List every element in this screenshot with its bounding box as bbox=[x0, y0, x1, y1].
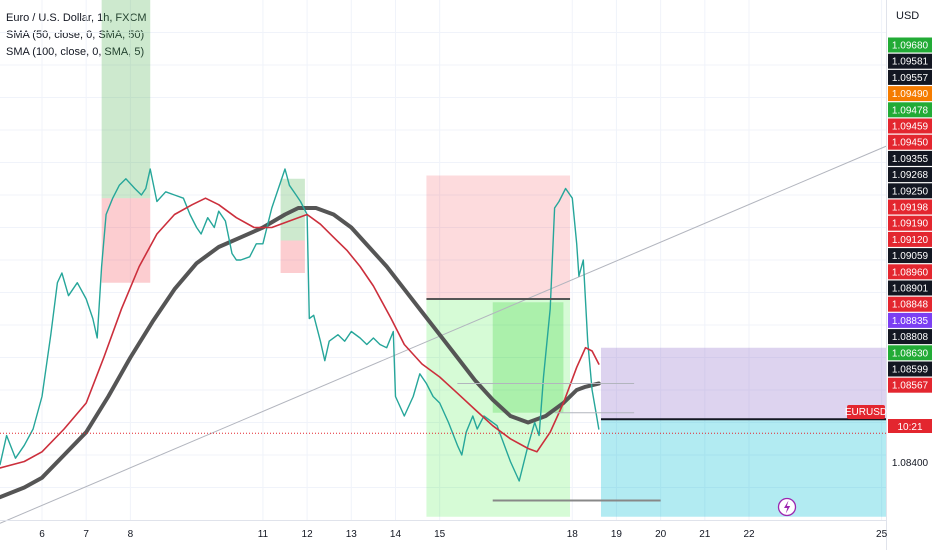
legend-sma-100[interactable]: SMA (100, close, 0, SMA, 5) bbox=[6, 46, 145, 58]
x-tick-label: 8 bbox=[128, 529, 134, 540]
price-badge bbox=[888, 150, 932, 166]
price-badge-label: 1.09581 bbox=[892, 57, 929, 68]
zone-loss-3 bbox=[426, 175, 571, 299]
price-badge-label: 1.09478 bbox=[892, 105, 929, 116]
x-tick-label: 14 bbox=[390, 529, 402, 540]
trendline bbox=[0, 145, 887, 524]
x-tick-label: 11 bbox=[258, 529, 269, 540]
price-badge-label: 1.09450 bbox=[892, 138, 929, 149]
x-tick-label: 6 bbox=[39, 529, 45, 540]
x-tick-label: 19 bbox=[611, 529, 623, 540]
price-badge-label: 1.08848 bbox=[892, 300, 929, 311]
time-axis: 6 7 8 11 12 13 14 15 18 19 20 21 22 25 bbox=[39, 529, 887, 540]
zone-profit-3 bbox=[426, 299, 571, 517]
price-badge bbox=[888, 199, 932, 215]
price-badge bbox=[888, 53, 932, 69]
price-badge-label: 1.08960 bbox=[892, 267, 929, 278]
price-badge-label: 1.08808 bbox=[892, 332, 929, 343]
symbol-tag-label: EURUSD bbox=[845, 407, 887, 418]
price-badge-label: 1.09680 bbox=[892, 41, 929, 52]
price-badge bbox=[888, 377, 932, 393]
price-badge bbox=[888, 183, 932, 199]
price-badge bbox=[888, 134, 932, 150]
zone-reward-5 bbox=[600, 419, 886, 517]
lightning-icon bbox=[784, 500, 791, 514]
currency-label[interactable]: USD bbox=[896, 10, 920, 22]
trendline-layer bbox=[0, 145, 887, 524]
price-badge bbox=[888, 102, 932, 118]
price-badge bbox=[888, 329, 932, 345]
zone-loss-1 bbox=[101, 198, 151, 283]
price-badge-label: 1.08567 bbox=[892, 381, 929, 392]
price-badge bbox=[888, 37, 932, 53]
x-tick-label: 21 bbox=[699, 529, 711, 540]
price-badge-label: 1.09120 bbox=[892, 235, 929, 246]
price-badge bbox=[888, 280, 932, 296]
price-badge bbox=[888, 118, 932, 134]
zone-loss-2 bbox=[280, 240, 305, 273]
price-badge bbox=[888, 264, 932, 280]
price-badge bbox=[888, 215, 932, 231]
x-tick-label: 20 bbox=[655, 529, 667, 540]
price-badge-label: 1.09459 bbox=[892, 122, 929, 133]
x-tick-label: 7 bbox=[83, 529, 89, 540]
symbol-tag bbox=[847, 405, 885, 419]
price-badge bbox=[888, 167, 932, 183]
sma-100-line bbox=[0, 206, 601, 500]
price-badge bbox=[888, 86, 932, 102]
price-badge-label: 1.09190 bbox=[892, 219, 929, 230]
alert-marker[interactable] bbox=[777, 497, 797, 517]
x-tick-label: 22 bbox=[743, 529, 755, 540]
position-zones bbox=[101, 0, 886, 517]
x-tick-label: 25 bbox=[876, 529, 888, 540]
x-tick-label: 18 bbox=[567, 529, 579, 540]
price-badge-label: 1.08630 bbox=[892, 348, 929, 359]
price-line bbox=[0, 168, 600, 482]
price-badge bbox=[888, 312, 932, 328]
price-badge-label: 1.09268 bbox=[892, 170, 929, 181]
zone-profit-4 bbox=[492, 302, 564, 413]
price-badge bbox=[888, 345, 932, 361]
price-badge bbox=[888, 361, 932, 377]
zone-profit-1 bbox=[101, 0, 151, 199]
price-badge bbox=[888, 231, 932, 247]
x-tick-label: 12 bbox=[302, 529, 314, 540]
countdown-label: 10:21 bbox=[897, 422, 922, 433]
price-badge bbox=[888, 248, 932, 264]
x-tick-label: 15 bbox=[434, 529, 446, 540]
countdown-badge bbox=[888, 419, 932, 433]
price-badge-label: 1.08901 bbox=[892, 284, 929, 295]
y-tick-label: 1.08400 bbox=[892, 458, 929, 469]
sma-50-line bbox=[0, 197, 600, 469]
price-badge-label: 1.08599 bbox=[892, 365, 929, 376]
price-axis: 1.09680 1.09581 1.09557 1.09490 1.09478 1.094… bbox=[845, 37, 932, 469]
price-badge-label: 1.09198 bbox=[892, 203, 929, 214]
price-badge bbox=[888, 69, 932, 85]
zone-risk-5 bbox=[600, 347, 886, 420]
x-tick-label: 13 bbox=[346, 529, 358, 540]
price-badge-label: 1.09250 bbox=[892, 186, 929, 197]
series-layer bbox=[0, 168, 601, 500]
price-badge bbox=[888, 296, 932, 312]
price-badge-label: 1.09059 bbox=[892, 251, 929, 262]
legend-symbol[interactable]: Euro / U.S. Dollar, 1h, FXCM bbox=[6, 12, 147, 24]
price-badge-label: 1.09557 bbox=[892, 73, 929, 84]
price-badge-label: 1.09355 bbox=[892, 154, 929, 165]
annotation-layer bbox=[0, 298, 886, 502]
price-badge-label: 1.09490 bbox=[892, 89, 929, 100]
price-badge-label: 1.08835 bbox=[892, 316, 929, 327]
